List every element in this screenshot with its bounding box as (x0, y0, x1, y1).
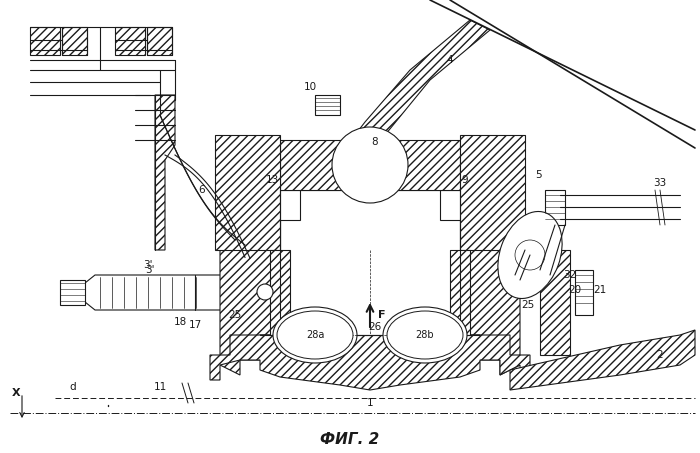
Bar (575, 270, 593, 315)
Ellipse shape (383, 307, 467, 363)
Polygon shape (155, 95, 175, 250)
Polygon shape (450, 250, 470, 335)
Text: F: F (378, 310, 386, 320)
Bar (280, 190, 460, 335)
Text: 4: 4 (447, 55, 454, 65)
Polygon shape (220, 190, 280, 375)
Ellipse shape (277, 311, 353, 359)
Text: 2: 2 (657, 350, 664, 360)
Polygon shape (85, 275, 295, 310)
Polygon shape (460, 135, 525, 250)
Text: 25: 25 (228, 310, 242, 320)
Ellipse shape (387, 311, 463, 359)
Text: 13: 13 (265, 175, 279, 185)
Text: 9: 9 (462, 175, 468, 185)
Text: 6: 6 (199, 185, 205, 195)
Circle shape (257, 284, 273, 300)
Text: 1: 1 (367, 398, 373, 408)
Circle shape (332, 127, 408, 203)
Polygon shape (60, 280, 85, 305)
Text: 3': 3' (146, 265, 155, 275)
Text: 33: 33 (653, 178, 666, 188)
Polygon shape (210, 335, 530, 390)
Text: 21: 21 (594, 285, 607, 295)
Polygon shape (215, 135, 280, 250)
Polygon shape (280, 140, 460, 190)
Text: 11: 11 (153, 382, 167, 392)
Text: X: X (12, 388, 20, 398)
Bar (62, 27, 87, 55)
Text: 3': 3' (144, 260, 153, 270)
Text: 18: 18 (174, 317, 187, 327)
Bar (545, 190, 565, 225)
Text: 20: 20 (568, 285, 582, 295)
Bar (30, 27, 60, 55)
Polygon shape (355, 20, 490, 135)
Polygon shape (540, 250, 570, 355)
Bar (115, 27, 145, 55)
Text: 32: 32 (564, 270, 577, 280)
Ellipse shape (498, 212, 562, 299)
Text: 8: 8 (372, 137, 378, 147)
Text: 17: 17 (188, 320, 202, 330)
Text: 25: 25 (522, 300, 535, 310)
Polygon shape (270, 250, 290, 335)
Bar (147, 27, 172, 55)
Circle shape (515, 240, 545, 270)
Ellipse shape (273, 307, 357, 363)
Polygon shape (510, 330, 695, 390)
Text: ФИГ. 2: ФИГ. 2 (321, 433, 379, 448)
Text: 28a: 28a (306, 330, 324, 340)
Text: 10: 10 (303, 82, 316, 92)
Text: d: d (70, 382, 76, 392)
Bar (440, 190, 462, 220)
Polygon shape (460, 190, 520, 375)
Text: 5: 5 (535, 170, 541, 180)
Bar (240, 280, 285, 305)
Bar (315, 95, 340, 115)
Text: 26: 26 (368, 322, 382, 332)
Bar (278, 190, 300, 220)
Text: 28b: 28b (416, 330, 434, 340)
